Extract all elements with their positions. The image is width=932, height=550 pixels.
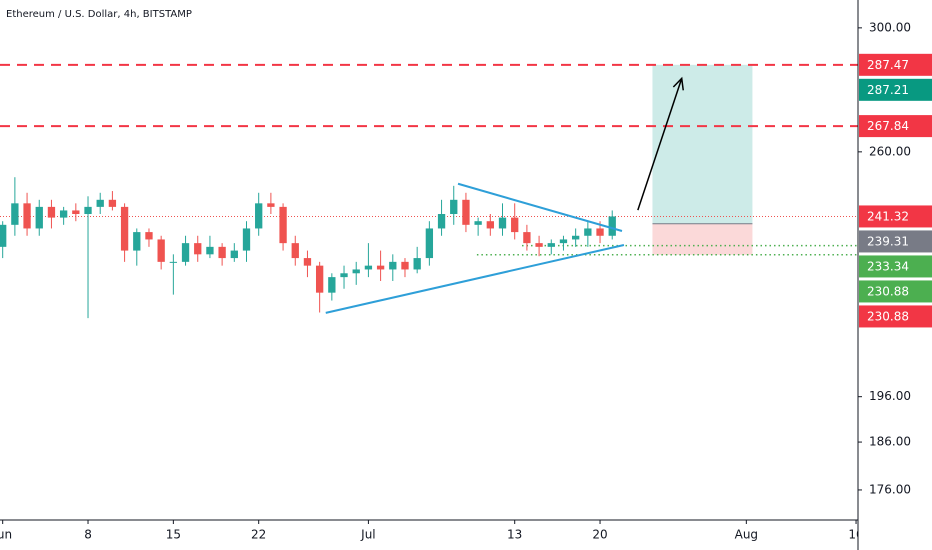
x-tick-label: 8 (84, 528, 92, 542)
x-tick-label: Jul (360, 528, 375, 542)
candle-body (206, 246, 214, 255)
price-tag: 287.47 (867, 58, 909, 72)
candle-body (450, 199, 458, 215)
candle-body (608, 216, 616, 236)
candle-body (462, 199, 470, 225)
candle-body (364, 265, 373, 270)
candle-body (596, 228, 604, 236)
candle-body (230, 250, 238, 259)
candle-body (96, 199, 104, 207)
x-tick-label: 15 (166, 528, 181, 542)
chart-title: Ethereum / U.S. Dollar, 4h, BITSTAMP (6, 9, 192, 20)
price-tag: 239.31 (867, 234, 909, 248)
candle-body (523, 232, 531, 244)
x-tick-label: Aug (735, 528, 758, 542)
candle-body (84, 206, 92, 215)
candle-body (352, 269, 360, 274)
candle-body (559, 239, 568, 244)
candle-body (47, 206, 56, 218)
candle-body (35, 206, 43, 229)
target-zone (652, 64, 753, 224)
candle-body (328, 277, 336, 293)
price-tag: 230.88 (867, 284, 909, 298)
price-tag-bg (859, 280, 932, 303)
candle-body (315, 265, 324, 293)
x-tick-label: 20 (592, 528, 607, 542)
candle-body (194, 243, 202, 255)
price-tag: 233.34 (867, 259, 909, 273)
candle-body (279, 206, 287, 244)
price-tag-bg (859, 205, 932, 228)
candle-body (23, 203, 31, 229)
y-tick-label: 260.00 (869, 144, 911, 158)
x-tick-label: 10 (848, 528, 863, 542)
candle-body (303, 258, 312, 266)
candle-body (218, 246, 226, 259)
price-tag-bg (859, 255, 932, 278)
candle-body (437, 214, 446, 229)
price-tag: 241.32 (867, 209, 909, 223)
candle-body (340, 273, 348, 278)
trendline (325, 244, 625, 314)
candle-body (242, 228, 251, 251)
candle-body (535, 243, 543, 247)
arrow (637, 78, 683, 211)
price-tag: 267.84 (867, 119, 909, 133)
price-tag: 287.21 (867, 83, 909, 97)
candle-body (0, 224, 7, 247)
candle-body (11, 203, 19, 225)
candle-body (474, 221, 482, 225)
price-axis: 300.00 260.00 196.00 186.00 176.00 287.47 287.… (857, 0, 932, 550)
y-tick-label: 176.00 (869, 482, 911, 496)
candle-body (72, 210, 80, 215)
price-tag-bg (859, 230, 932, 253)
x-tick-label: Jun (0, 528, 12, 542)
candle-body (255, 203, 263, 229)
candle-body (547, 243, 555, 247)
candle-body (145, 232, 153, 240)
candle-body (59, 210, 68, 218)
candle-body (498, 217, 507, 229)
y-tick-label: 186.00 (869, 435, 911, 449)
candle-body (120, 206, 129, 251)
candle-body (157, 239, 165, 262)
candle-body (181, 243, 190, 262)
candle-body (133, 232, 141, 251)
y-tick-label: 300.00 (869, 20, 911, 34)
price-tag-bg (859, 115, 932, 138)
candle-body (425, 228, 434, 259)
candle-body (401, 261, 409, 270)
candle-body (389, 261, 397, 270)
price-tag: 230.88 (867, 309, 909, 323)
y-tick-label: 196.00 (869, 389, 911, 403)
price-tag-bg (859, 305, 932, 328)
trendline (457, 182, 623, 232)
arrow-head (672, 76, 684, 91)
price-tag-bg (859, 53, 932, 76)
candle-body (108, 199, 117, 207)
x-tick-label: 22 (251, 528, 266, 542)
price-tag-bg (859, 78, 932, 101)
plot-area: Jun 8 15 22 Jul 13 20 Aug 10 (0, 63, 863, 542)
candle-body (376, 265, 385, 270)
candle-body (413, 258, 421, 270)
candle-body (169, 261, 178, 263)
candle-body (511, 217, 519, 233)
x-tick-label: 13 (507, 528, 522, 542)
candle-body (291, 243, 299, 259)
candle-body (486, 221, 494, 229)
candle-body (584, 228, 592, 236)
stop-zone (652, 223, 753, 255)
candle-body (267, 203, 275, 207)
candle-body (572, 235, 580, 240)
